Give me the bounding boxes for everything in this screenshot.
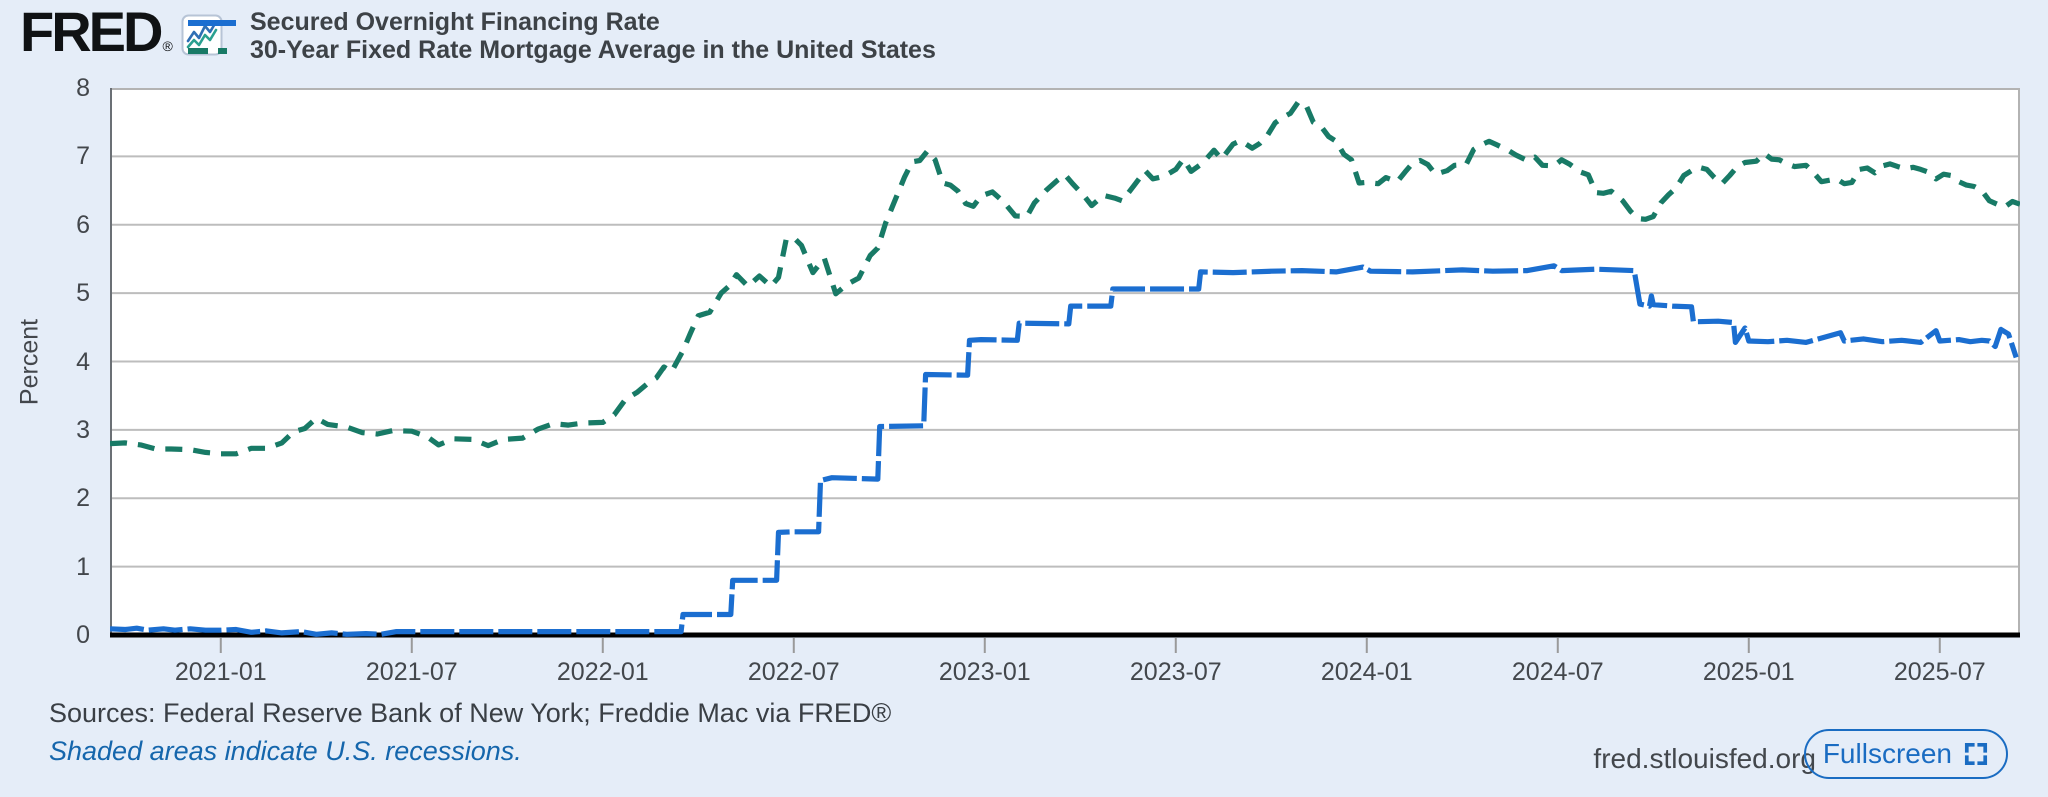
x-tick-label: 2022-01: [556, 658, 649, 686]
legend-label-mortgage: 30-Year Fixed Rate Mortgage Average in t…: [250, 36, 936, 64]
x-tick-label: 2023-01: [938, 658, 1031, 686]
y-tick-label: 4: [76, 347, 90, 376]
x-tick-label: 2023-07: [1129, 658, 1222, 686]
y-tick-label: 6: [76, 210, 90, 239]
x-tick-label: 2021-01: [174, 658, 267, 686]
legend-item-mortgage: 30-Year Fixed Rate Mortgage Average in t…: [188, 36, 936, 64]
fullscreen-button[interactable]: Fullscreen: [1803, 729, 2008, 779]
legend-label-sofr: Secured Overnight Financing Rate: [250, 8, 660, 36]
chart-legend: Secured Overnight Financing Rate 30-Year…: [188, 8, 936, 65]
registered-trademark: ®: [162, 38, 173, 54]
y-tick-label: 8: [76, 74, 90, 102]
x-tick-label: 2021-07: [365, 658, 458, 686]
x-tick-label: 2025-07: [1893, 658, 1986, 686]
y-tick-label: 1: [76, 552, 90, 581]
x-tick-label: 2025-01: [1702, 658, 1795, 686]
fullscreen-icon: [1964, 742, 1988, 766]
x-tick-label: 2024-01: [1320, 658, 1413, 686]
fred-logo-text: FRED: [20, 0, 163, 63]
sources-text: Sources: Federal Reserve Bank of New Yor…: [49, 698, 892, 728]
y-tick-label: 2: [76, 484, 90, 513]
x-tick-label: 2022-07: [747, 658, 840, 686]
fred-logo[interactable]: FRED ®: [20, 0, 223, 63]
mortgage-line-swatch: [188, 42, 236, 60]
x-tick-label: 2024-07: [1511, 658, 1604, 686]
plot-area[interactable]: [109, 88, 2021, 656]
sofr-line-swatch: [188, 14, 236, 32]
y-tick-label: 3: [76, 415, 90, 444]
recession-note: Shaded areas indicate U.S. recessions.: [49, 736, 522, 766]
y-tick-label: 5: [76, 279, 90, 308]
y-tick-label: 7: [76, 142, 90, 171]
fullscreen-button-label: Fullscreen: [1822, 738, 1952, 769]
fred-url-link[interactable]: fred.stlouisfed.org: [1593, 743, 1816, 774]
y-tick-label: 0: [76, 621, 90, 649]
legend-item-sofr: Secured Overnight Financing Rate: [188, 8, 936, 36]
